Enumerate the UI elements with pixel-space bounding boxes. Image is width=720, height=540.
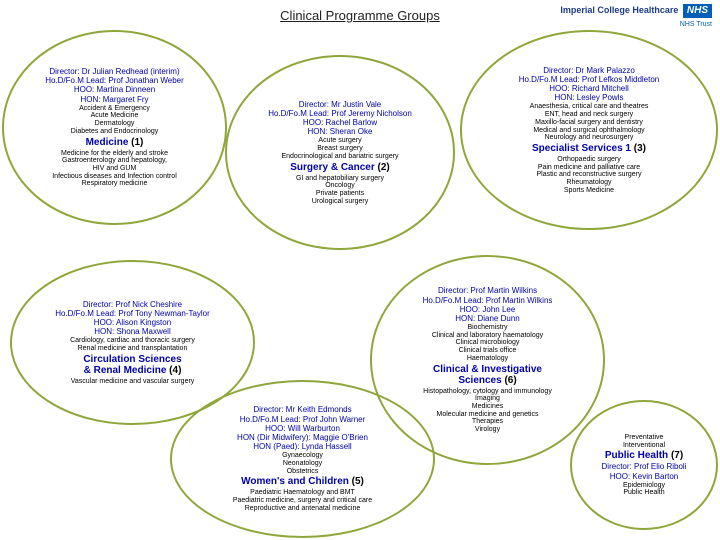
page-title: Clinical Programme Groups	[280, 8, 440, 23]
pre-services: Acute surgeryBreast surgeryEndocrinologi…	[281, 137, 398, 160]
group-title: Clinical & InvestigativeSciences (6)	[433, 364, 542, 386]
group-title: Public Health (7)	[605, 450, 683, 461]
leadership: Director: Dr Mark PalazzoHo.D/Fo.M Lead:…	[519, 66, 660, 103]
logo-trust: NHS Trust	[680, 21, 712, 28]
services: Histopathology, cytology and immunologyI…	[423, 388, 552, 434]
post-leadership: Director: Prof Elio RiboliHOO: Kevin Bar…	[602, 462, 687, 480]
pre-services: GynaecologyNeonatologyObstetrics	[282, 452, 323, 475]
org-logo: Imperial College Healthcare NHS NHS Trus…	[560, 4, 712, 29]
group-medicine: Director: Dr Julian Redhead (interim)Ho.…	[2, 30, 227, 225]
leadership: Director: Dr Julian Redhead (interim)Ho.…	[45, 67, 184, 104]
services: Orthopaedic surgeryPain medicine and pal…	[536, 156, 641, 194]
leadership: Director: Prof Nick CheshireHo.D/Fo.M Le…	[55, 300, 210, 337]
group-title: Women's and Children (5)	[241, 476, 364, 487]
services: GI and hepatobiliary surgeryOncologyPriv…	[296, 175, 384, 206]
group-specialist: Director: Dr Mark PalazzoHo.D/Fo.M Lead:…	[460, 30, 718, 230]
group-title: Medicine (1)	[86, 137, 144, 148]
leadership: Director: Mr Justin ValeHo.D/Fo.M Lead: …	[268, 100, 412, 137]
group-title: Circulation Sciences& Renal Medicine (4)	[83, 354, 181, 376]
pre-services: BiochemistryClinical and laboratory haem…	[432, 324, 543, 362]
pre-services: PreventativeInterventional	[623, 434, 665, 449]
group-title: Specialist Services 1 (3)	[532, 143, 646, 154]
nhs-badge: NHS	[683, 4, 712, 18]
leadership: Director: Mr Keith EdmondsHo.D/Fo.M Lead…	[237, 405, 368, 451]
services: EpidemiologyPublic Health	[623, 482, 665, 497]
leadership: Director: Prof Martin WilkinsHo.D/Fo.M L…	[423, 286, 553, 323]
group-title: Surgery & Cancer (2)	[290, 162, 389, 173]
pre-services: Accident & EmergencyAcute MedicineDermat…	[71, 105, 159, 136]
group-publichealth: PreventativeInterventionalPublic Health …	[570, 400, 718, 530]
pre-services: Anaesthesia, critical care and theatresE…	[530, 103, 649, 141]
pre-services: Cardiology, cardiac and thoracic surgery…	[70, 337, 195, 352]
services: Paediatric Haematology and BMTPaediatric…	[233, 489, 372, 512]
services: Medicine for the elderly and strokeGastr…	[52, 150, 177, 188]
group-clinical: Director: Prof Martin WilkinsHo.D/Fo.M L…	[370, 255, 605, 465]
group-surgery: Director: Mr Justin ValeHo.D/Fo.M Lead: …	[225, 55, 455, 250]
services: Vascular medicine and vascular surgery	[71, 378, 195, 386]
logo-text: Imperial College Healthcare	[560, 5, 678, 15]
